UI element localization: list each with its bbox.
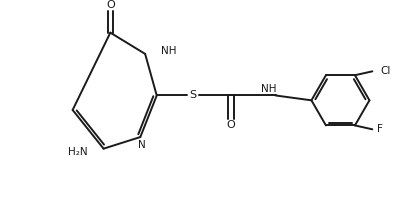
Text: N: N <box>138 140 146 150</box>
Text: O: O <box>227 120 236 130</box>
Text: F: F <box>377 124 383 134</box>
Text: NH: NH <box>161 46 176 56</box>
Text: NH: NH <box>261 84 277 94</box>
Text: Cl: Cl <box>380 66 391 76</box>
Text: O: O <box>106 0 115 10</box>
Text: S: S <box>189 90 196 100</box>
Text: H₂N: H₂N <box>68 147 88 157</box>
